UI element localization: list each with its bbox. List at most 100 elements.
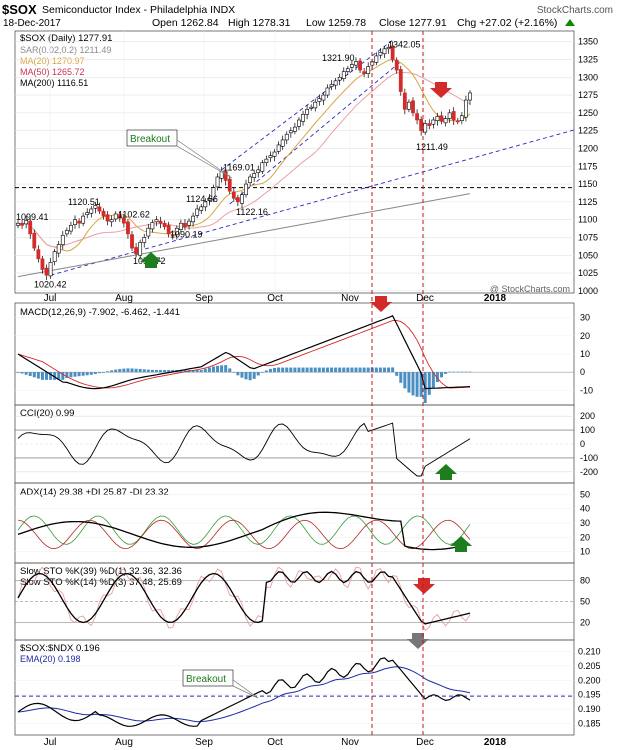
macd-histogram-bar — [110, 370, 114, 373]
candle-body — [333, 80, 338, 86]
cci-y-tick: 0 — [580, 439, 585, 449]
header-date: 18-Dec-2017 — [3, 18, 61, 29]
breakout-pointer — [176, 139, 233, 179]
candle-body — [423, 123, 428, 133]
candle-body — [187, 220, 191, 226]
macd-title: MACD(12,26,9) -7.902, -6.462, -1.441 — [20, 307, 180, 318]
ratio-line — [17, 657, 471, 727]
candle-body — [231, 191, 236, 199]
candle-body — [81, 215, 86, 224]
candle-body — [439, 115, 444, 122]
ratio-y-tick: 0.200 — [578, 675, 601, 685]
macd-histogram-bar — [232, 372, 236, 373]
macd-histogram-bar — [378, 367, 382, 373]
ma200-line — [17, 193, 471, 278]
ratio-x-tick: Oct — [267, 737, 283, 748]
candle-body — [191, 215, 195, 223]
candle-body — [117, 215, 122, 219]
adx-y-tick: 20 — [580, 532, 590, 542]
macd-histogram-bar — [456, 371, 460, 373]
price-annotation: 1102.62 — [118, 210, 150, 220]
macd-histogram-bar — [142, 369, 146, 373]
candle-body — [305, 109, 310, 115]
price-y-tick: 1200 — [578, 143, 598, 153]
price-y-tick: 1350 — [578, 37, 598, 47]
candle-body — [386, 47, 391, 50]
candle-body — [443, 118, 448, 124]
macd-histogram-bar — [387, 367, 391, 373]
candle-body — [260, 162, 265, 172]
macd-histogram-bar — [240, 372, 244, 378]
candle-body — [411, 100, 415, 114]
price-annotation: 1321.90 — [322, 53, 355, 63]
candle-body — [93, 205, 98, 209]
macd-histogram-bar — [150, 369, 154, 373]
price-legend-item: SAR(0.02,0.2) 1211.49 — [20, 45, 111, 55]
macd-y-tick: 0 — [580, 367, 585, 377]
candle-body — [52, 251, 57, 262]
macd-histogram-bar — [464, 371, 468, 373]
macd-histogram-bar — [179, 370, 183, 373]
macd-histogram-bar — [159, 369, 163, 373]
cci-y-tick: -200 — [580, 467, 598, 477]
candle-body — [451, 111, 456, 121]
macd-histogram-bar — [305, 367, 309, 373]
macd-histogram-bar — [317, 367, 321, 373]
ratio-y-tick: 0.205 — [578, 661, 601, 671]
candle-body — [121, 217, 126, 224]
macd-histogram-bar — [163, 370, 167, 373]
candle-body — [382, 48, 387, 55]
adx-y-tick: 10 — [580, 547, 590, 557]
price-annotation: 1099.41 — [16, 212, 49, 222]
change-value: Chg +27.02 (+2.16%) — [457, 17, 557, 29]
candle-body — [240, 194, 244, 204]
price-x-tick: Aug — [115, 293, 133, 304]
macd-histogram-bar — [216, 365, 220, 373]
change-up-icon — [565, 19, 575, 26]
macd-histogram-bar — [277, 367, 281, 373]
macd-histogram-bar — [77, 372, 81, 377]
price-annotation: 1090.19 — [170, 230, 203, 240]
candle-body — [280, 139, 285, 147]
cci-y-tick: 200 — [580, 411, 595, 421]
macd-histogram-bar — [114, 369, 118, 373]
macd-histogram-bar — [130, 368, 134, 373]
candle-body — [431, 119, 436, 125]
breakout-box — [126, 129, 178, 147]
macd-histogram-bar — [97, 372, 101, 374]
ratio-breakout-pointer — [232, 679, 259, 699]
macd-histogram-bar — [411, 372, 415, 396]
price-y-tick: 1325 — [578, 54, 598, 64]
breakout-label: Breakout — [130, 134, 170, 145]
ratio-x-tick: 2018 — [484, 737, 507, 748]
stochastic-title-a: Slow STO %K(39) %D(1) 32.36, 32.36 — [20, 566, 182, 577]
macd-histogram-bar — [309, 367, 313, 373]
macd-histogram-bar — [211, 366, 215, 373]
candle-body — [415, 113, 419, 121]
cci-green-arrow — [435, 464, 457, 480]
macd-histogram-bar — [69, 372, 73, 378]
candle-body — [126, 221, 130, 235]
price-y-tick: 1275 — [578, 90, 598, 100]
overlay-markers: @ StockCharts.com — [371, 31, 570, 735]
candle-body — [419, 118, 424, 131]
ma20-line — [17, 59, 471, 252]
price-x-tick: Dec — [416, 293, 434, 304]
macd-histogram-bar — [203, 368, 207, 373]
stochastic-k39-line — [17, 570, 471, 625]
macd-histogram-bar — [167, 370, 171, 373]
candle-body — [97, 206, 102, 212]
candle-body — [162, 222, 167, 228]
macd-histogram-bar — [448, 371, 452, 373]
macd-histogram-bar — [334, 367, 338, 373]
macd-histogram-bar — [391, 367, 395, 373]
macd-histogram-bar — [342, 367, 346, 373]
candle-body — [24, 220, 29, 225]
macd-histogram-bar — [260, 372, 264, 373]
macd-histogram-bar — [24, 372, 28, 375]
macd-histogram-bar — [224, 365, 228, 373]
macd-histogram-bar — [362, 367, 366, 373]
macd-histogram-bar — [289, 367, 293, 373]
